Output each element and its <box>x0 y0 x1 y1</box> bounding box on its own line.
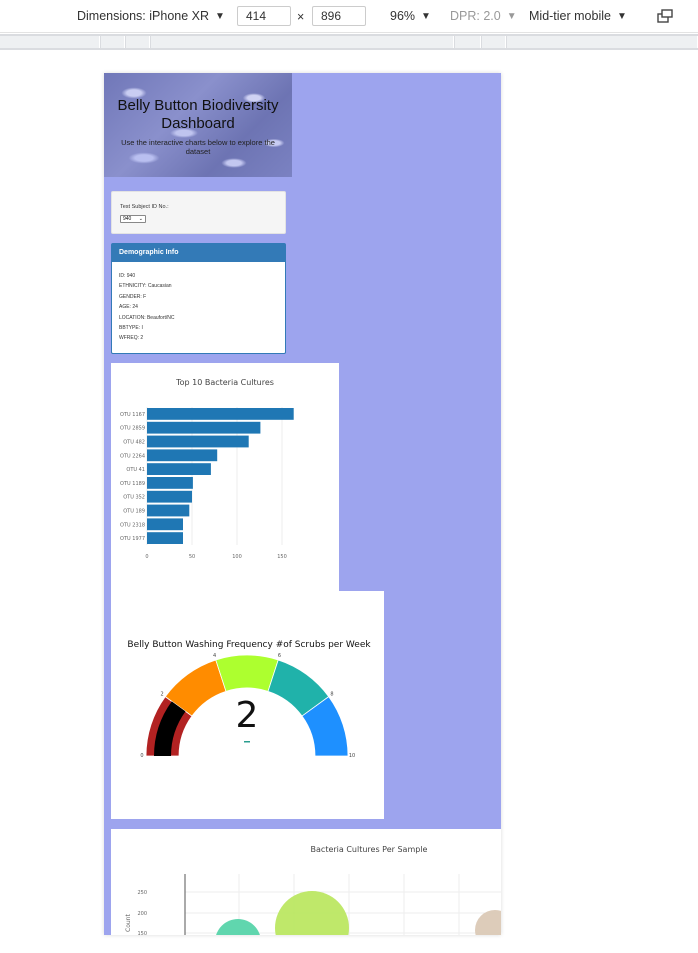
demographic-body: ID: 940 ETHNICITY: Caucasian GENDER: F A… <box>112 262 285 353</box>
bubble[interactable] <box>215 919 261 935</box>
zoom-label: 96% <box>390 9 416 23</box>
bubble-chart-title: Bacteria Cultures Per Sample <box>311 845 428 854</box>
ruler-segment[interactable] <box>455 36 481 48</box>
gauge-tick-label: 0 <box>140 753 143 759</box>
y-tick-label: OTU 482 <box>123 440 145 446</box>
dpr-dropdown[interactable]: DPR: 2.0 ▼ <box>450 9 517 23</box>
selector-label: Test Subject ID No.: <box>120 204 169 210</box>
gauge-value: 2 <box>236 695 259 736</box>
y-tick-label: OTU 352 <box>123 495 145 501</box>
chevron-down-icon: ▼ <box>616 11 627 22</box>
media-query-ruler <box>0 34 698 50</box>
bar[interactable] <box>147 435 249 448</box>
ruler-segment[interactable] <box>482 36 506 48</box>
rotate-icon[interactable] <box>656 8 674 24</box>
bubble[interactable] <box>475 910 501 935</box>
gauge-value-bar <box>154 701 186 756</box>
demographic-row: AGE: 24 <box>119 304 138 311</box>
bar[interactable] <box>147 408 294 420</box>
device-viewport: Belly Button Biodiversity Dashboard Use … <box>104 73 501 935</box>
throttle-dropdown[interactable]: Mid-tier mobile ▼ <box>529 9 627 23</box>
y-tick-label: OTU 1167 <box>120 412 145 418</box>
gauge-title: Belly Button Washing Frequency #of Scrub… <box>127 640 371 650</box>
page-subtitle: Use the interactive charts below to expl… <box>121 138 275 156</box>
y-tick-label: OTU 1189 <box>120 481 145 487</box>
y-tick-label: 150 <box>137 931 147 935</box>
hero-banner: Belly Button Biodiversity Dashboard Use … <box>104 73 292 177</box>
dimensions-label: Dimensions: iPhone XR <box>77 9 210 23</box>
gauge-chart-card: Belly Button Washing Frequency #of Scrub… <box>111 591 384 819</box>
bubble-chart-card: Bacteria Cultures Per Sample 250 200 150… <box>111 829 501 935</box>
throttle-label: Mid-tier mobile <box>529 9 611 23</box>
bar-chart-title: Top 10 Bacteria Cultures <box>175 378 274 387</box>
chevron-down-icon: ⌄ <box>138 216 143 222</box>
demographic-panel: Demographic Info ID: 940 ETHNICITY: Cauc… <box>111 243 286 354</box>
x-tick-label: 150 <box>277 554 287 560</box>
bar[interactable] <box>147 421 261 434</box>
selected-id: 940 <box>123 216 132 222</box>
ruler-segment[interactable] <box>507 36 698 48</box>
y-tick-label: OTU 2264 <box>120 453 145 459</box>
gauge-band[interactable] <box>301 696 349 757</box>
subject-id-select[interactable]: 940 ⌄ <box>120 215 146 223</box>
ruler-segment[interactable] <box>101 36 125 48</box>
width-input[interactable]: 414 <box>237 6 291 26</box>
ruler-segment[interactable] <box>151 36 454 48</box>
zoom-dropdown[interactable]: 96% ▼ <box>390 9 431 23</box>
bubble-chart[interactable]: Bacteria Cultures Per Sample 250 200 150… <box>111 829 501 935</box>
demographic-row: GENDER: F <box>119 293 147 300</box>
y-tick-label: 200 <box>137 911 147 917</box>
times-sign: × <box>297 10 305 24</box>
dimensions-dropdown[interactable]: Dimensions: iPhone XR ▼ <box>77 9 225 23</box>
gauge-tick-label: 6 <box>278 653 281 659</box>
bar[interactable] <box>147 449 218 462</box>
demographic-row: ID: 940 <box>119 273 136 279</box>
demographic-row: ETHNICITY: Caucasian <box>119 283 172 290</box>
x-tick-label: 50 <box>189 554 195 560</box>
gauge-chart[interactable]: Belly Button Washing Frequency #of Scrub… <box>111 591 384 819</box>
subject-selector-well: Test Subject ID No.: 940 ⌄ <box>111 191 286 234</box>
bubble[interactable] <box>275 891 349 935</box>
chevron-down-icon: ▼ <box>215 11 225 22</box>
y-tick-label: OTU 2859 <box>120 426 145 432</box>
bar[interactable] <box>147 532 183 544</box>
chevron-down-icon: ▼ <box>506 11 517 22</box>
height-input[interactable]: 896 <box>312 6 366 26</box>
devtools-toolbar: Dimensions: iPhone XR ▼ 414 × 896 96% ▼ DP… <box>0 0 698 33</box>
dpr-label: DPR: 2.0 <box>450 9 501 23</box>
demographic-row: WFREQ: 2 <box>119 335 144 342</box>
demographic-heading: Demographic Info <box>112 244 285 262</box>
bar[interactable] <box>147 477 193 489</box>
gauge-tick-label: 8 <box>330 691 333 697</box>
gauge-band[interactable] <box>215 654 279 692</box>
gauge-tick-label: 4 <box>213 653 216 659</box>
bar[interactable] <box>147 518 183 531</box>
gauge-tick-label: 2 <box>160 691 163 697</box>
page-title: Belly Button Biodiversity Dashboard <box>117 97 279 132</box>
bar-chart-card: Top 10 Bacteria Cultures OTU 1167 OTU 285… <box>111 363 339 591</box>
y-tick-label: OTU 1977 <box>120 536 145 542</box>
bar-chart[interactable]: Top 10 Bacteria Cultures OTU 1167 OTU 285… <box>111 363 339 591</box>
demographic-row: LOCATION: Beaufort/NC <box>119 314 175 321</box>
x-tick-label: 100 <box>232 554 242 560</box>
y-tick-label: OTU 2318 <box>120 522 145 528</box>
y-tick-label: OTU 41 <box>126 467 145 473</box>
gauge-delta-mark <box>244 741 250 743</box>
chevron-down-icon: ▼ <box>421 11 431 22</box>
demographic-row: BBTYPE: I <box>119 325 143 332</box>
bar[interactable] <box>147 490 192 503</box>
bar[interactable] <box>147 504 190 517</box>
y-tick-label: 250 <box>137 890 147 896</box>
x-tick-label: 0 <box>145 554 148 560</box>
gauge-tick-label: 10 <box>349 753 355 759</box>
ruler-segment[interactable] <box>126 36 150 48</box>
y-tick-label: OTU 189 <box>123 509 145 515</box>
bar[interactable] <box>147 463 211 475</box>
bubble-y-axis-label: Count <box>125 914 132 932</box>
ruler-segment[interactable] <box>0 36 100 48</box>
